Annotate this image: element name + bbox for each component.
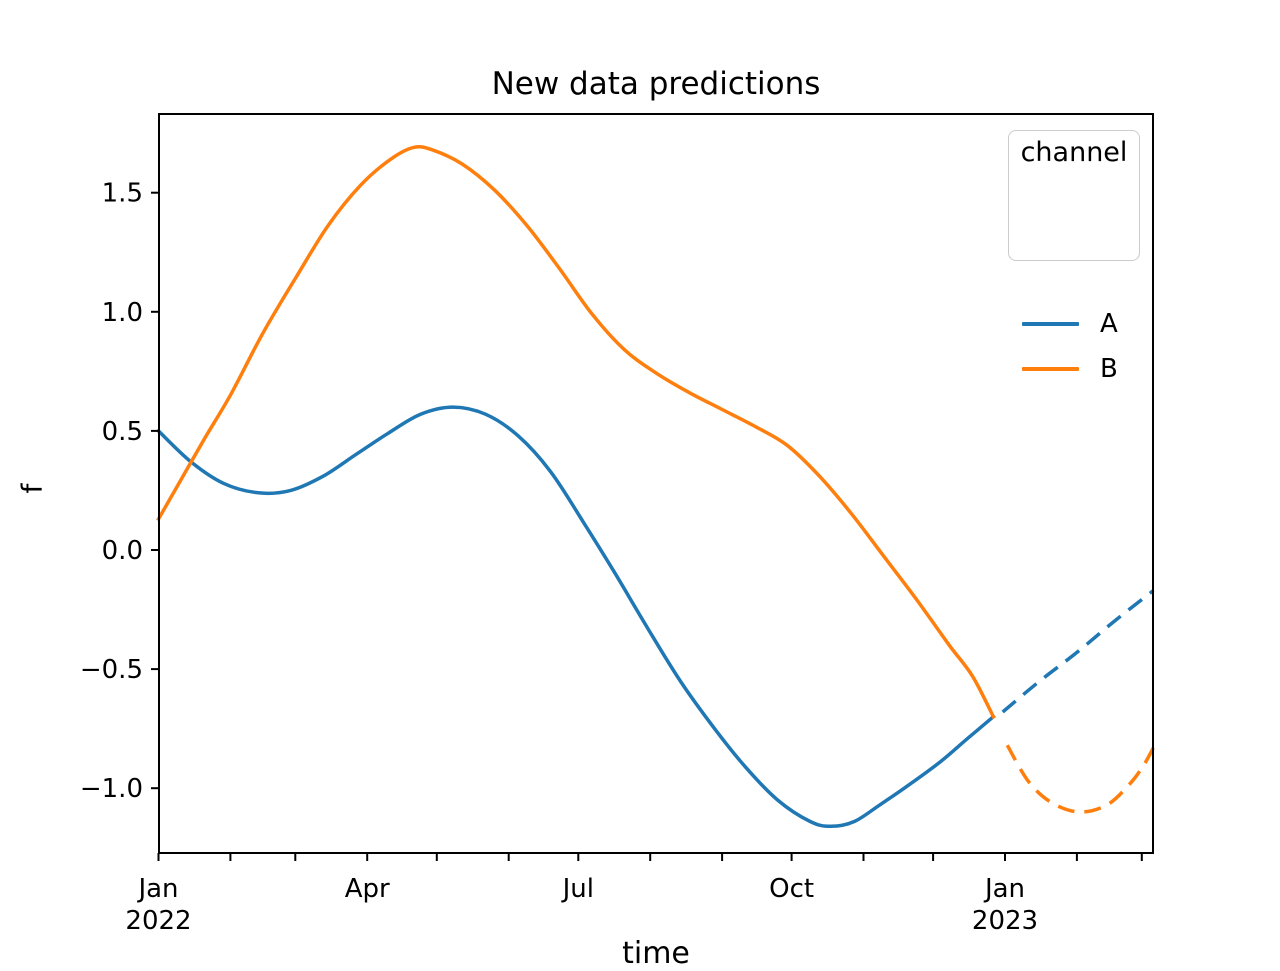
y-tick-label: 1.5 bbox=[102, 179, 143, 209]
x-tick-label: Jul bbox=[561, 874, 594, 904]
legend-entry-a-label: A bbox=[1100, 309, 1118, 339]
series-a-line-swatch bbox=[1022, 322, 1079, 326]
legend-title: channel bbox=[1020, 137, 1128, 168]
legend-entry-b: B bbox=[1022, 355, 1118, 383]
legend: channel A B bbox=[1008, 130, 1140, 383]
x-axis-label: time bbox=[622, 936, 690, 971]
chart-title: New data predictions bbox=[491, 66, 821, 102]
y-tick-label: −0.5 bbox=[80, 655, 143, 685]
y-tick-label: 0.0 bbox=[102, 536, 143, 566]
legend-entry-a: A bbox=[1022, 310, 1118, 338]
series-a-predicted-path bbox=[1001, 589, 1155, 714]
x-tick-label: Jan bbox=[983, 874, 1025, 904]
legend-entry-b-label: B bbox=[1100, 354, 1118, 384]
series-a-observed-path bbox=[156, 405, 996, 829]
x-tick-label: Jan bbox=[136, 874, 178, 904]
x-tick-label-year: 2023 bbox=[972, 906, 1038, 936]
y-tick-label: −1.0 bbox=[80, 774, 143, 804]
series-b-line-swatch bbox=[1022, 367, 1079, 371]
x-tick-label: Apr bbox=[345, 874, 390, 904]
axes-spines bbox=[158, 113, 1154, 854]
y-tick-label: 1.0 bbox=[102, 298, 143, 328]
series-b-observed-path bbox=[156, 144, 996, 720]
x-tick-label-year: 2022 bbox=[125, 906, 191, 936]
series-b-predicted-path bbox=[1005, 744, 1155, 814]
x-tick-label: Oct bbox=[769, 874, 814, 904]
y-tick-label: 0.5 bbox=[102, 417, 143, 447]
